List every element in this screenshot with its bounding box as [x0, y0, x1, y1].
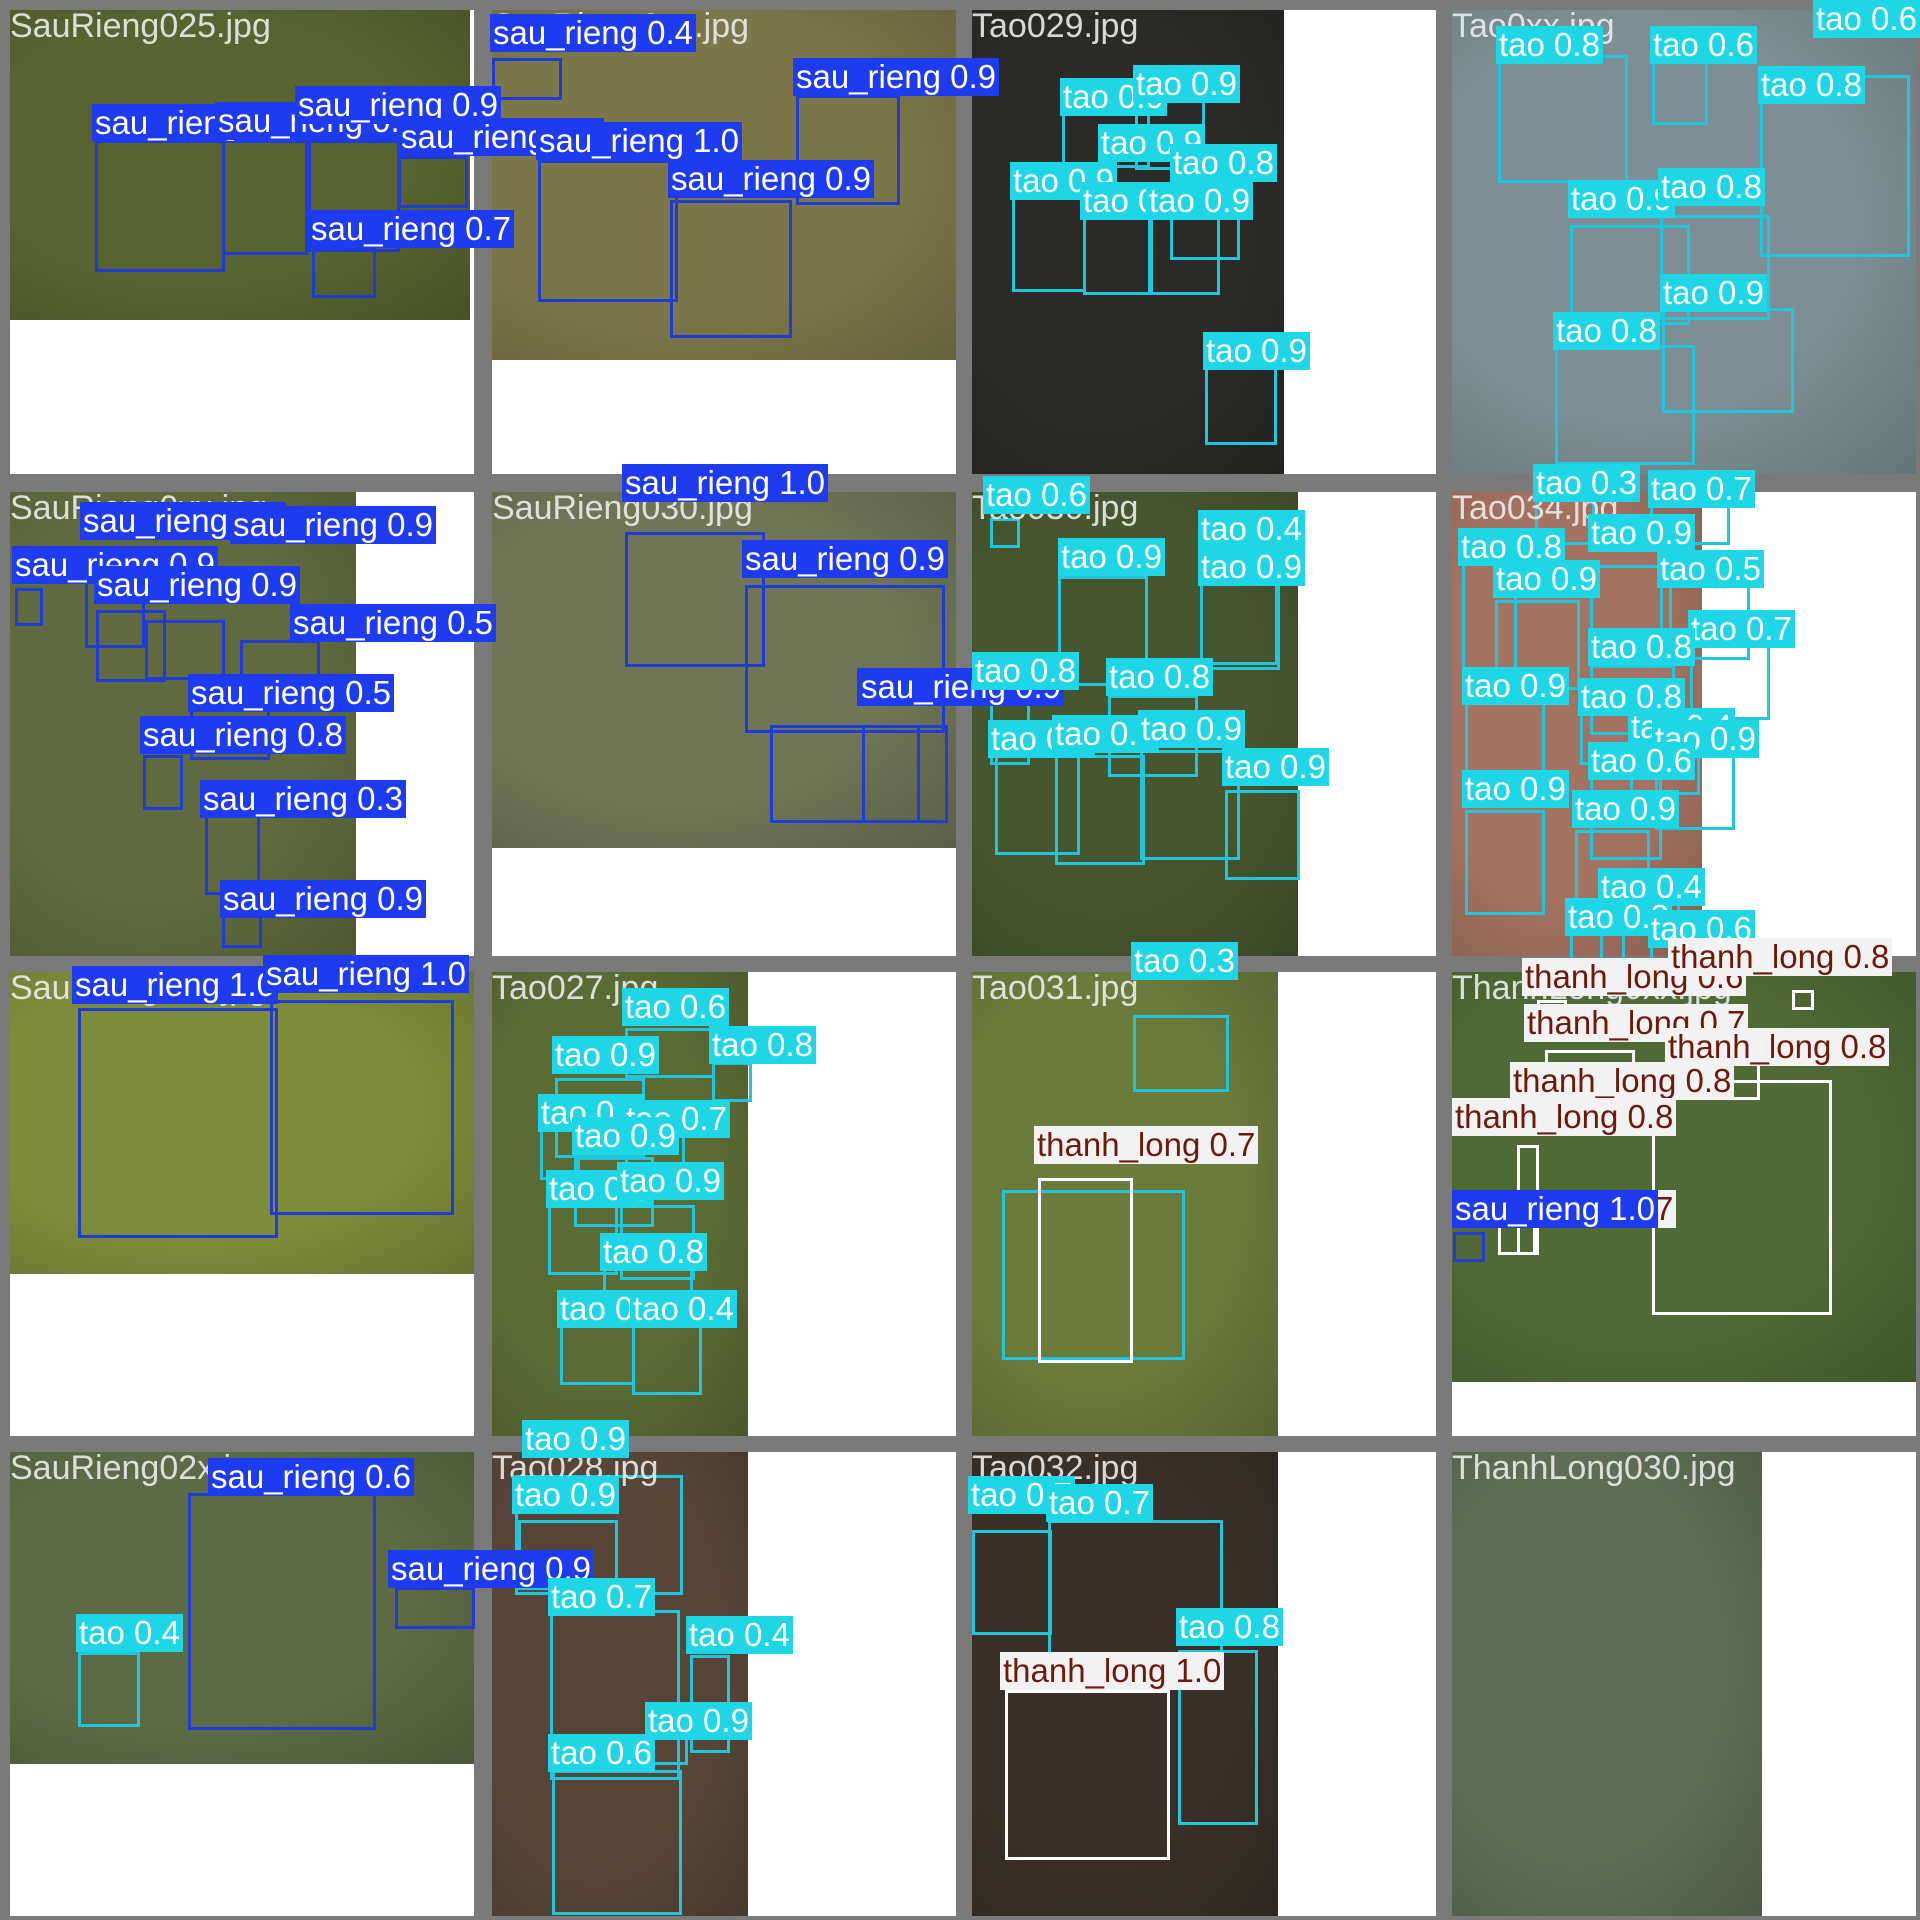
tile-photo — [492, 1452, 748, 1916]
tile-photo — [10, 492, 356, 956]
tile-photo — [972, 1452, 1278, 1916]
tile-photo — [10, 972, 474, 1274]
image-tile: Tao029.jpg — [972, 10, 1436, 474]
tile-photo — [1452, 10, 1916, 474]
tile-filename: SauRieng0xx.jpg — [10, 492, 268, 527]
tile-filename: SauRieng0xx.jpg — [10, 972, 268, 1007]
image-tile: Tao0xx.jpg — [1452, 10, 1916, 474]
tile-filename: SauRieng025.jpg — [10, 10, 271, 45]
tile-filename: SauRieng0xx.jpg — [492, 10, 750, 45]
tile-photo — [1452, 972, 1916, 1382]
image-tile: Tao027.jpg — [492, 972, 956, 1436]
tile-photo — [1452, 492, 1702, 956]
tile-photo — [10, 1452, 474, 1764]
image-tile: Tao034.jpg — [1452, 492, 1916, 956]
image-tile: SauRieng0xx.jpg — [492, 10, 956, 474]
image-tile: SauRieng0xx.jpg — [10, 492, 474, 956]
tile-filename: Tao030.jpg — [972, 492, 1139, 527]
tile-filename: ThanhLong0xx.jpg — [1452, 972, 1732, 1007]
tile-filename: Tao029.jpg — [972, 10, 1139, 45]
tile-photo — [492, 10, 956, 360]
image-tile: Tao032.jpg — [972, 1452, 1436, 1916]
tile-filename: SauRieng030.jpg — [492, 492, 753, 527]
tile-photo — [972, 972, 1278, 1436]
tile-filename: Tao034.jpg — [1452, 492, 1619, 527]
tile-filename: Tao0xx.jpg — [1452, 10, 1615, 45]
image-tile: Tao030.jpg — [972, 492, 1436, 956]
image-tile: SauRieng030.jpg — [492, 492, 956, 956]
tile-photo — [492, 492, 956, 848]
image-tile: Tao031.jpg — [972, 972, 1436, 1436]
tile-filename: Tao031.jpg — [972, 972, 1139, 1007]
tile-photo — [492, 972, 748, 1436]
tile-photo — [972, 492, 1298, 956]
image-tile: SauRieng02x.jpg — [10, 1452, 474, 1916]
image-tile: SauRieng025.jpg — [10, 10, 474, 474]
tile-photo — [10, 10, 470, 320]
image-tile: ThanhLong030.jpg — [1452, 1452, 1916, 1916]
image-tile: ThanhLong0xx.jpg — [1452, 972, 1916, 1436]
tile-photo — [972, 10, 1284, 474]
tile-filename: SauRieng02x.jpg — [10, 1452, 269, 1487]
tile-filename: Tao032.jpg — [972, 1452, 1139, 1487]
image-tile: SauRieng0xx.jpg — [10, 972, 474, 1436]
tile-photo — [1452, 1452, 1762, 1916]
tile-filename: Tao027.jpg — [492, 972, 659, 1007]
tile-filename: Tao028.jpg — [492, 1452, 659, 1487]
tile-filename: ThanhLong030.jpg — [1452, 1452, 1736, 1487]
image-tile: Tao028.jpg — [492, 1452, 956, 1916]
